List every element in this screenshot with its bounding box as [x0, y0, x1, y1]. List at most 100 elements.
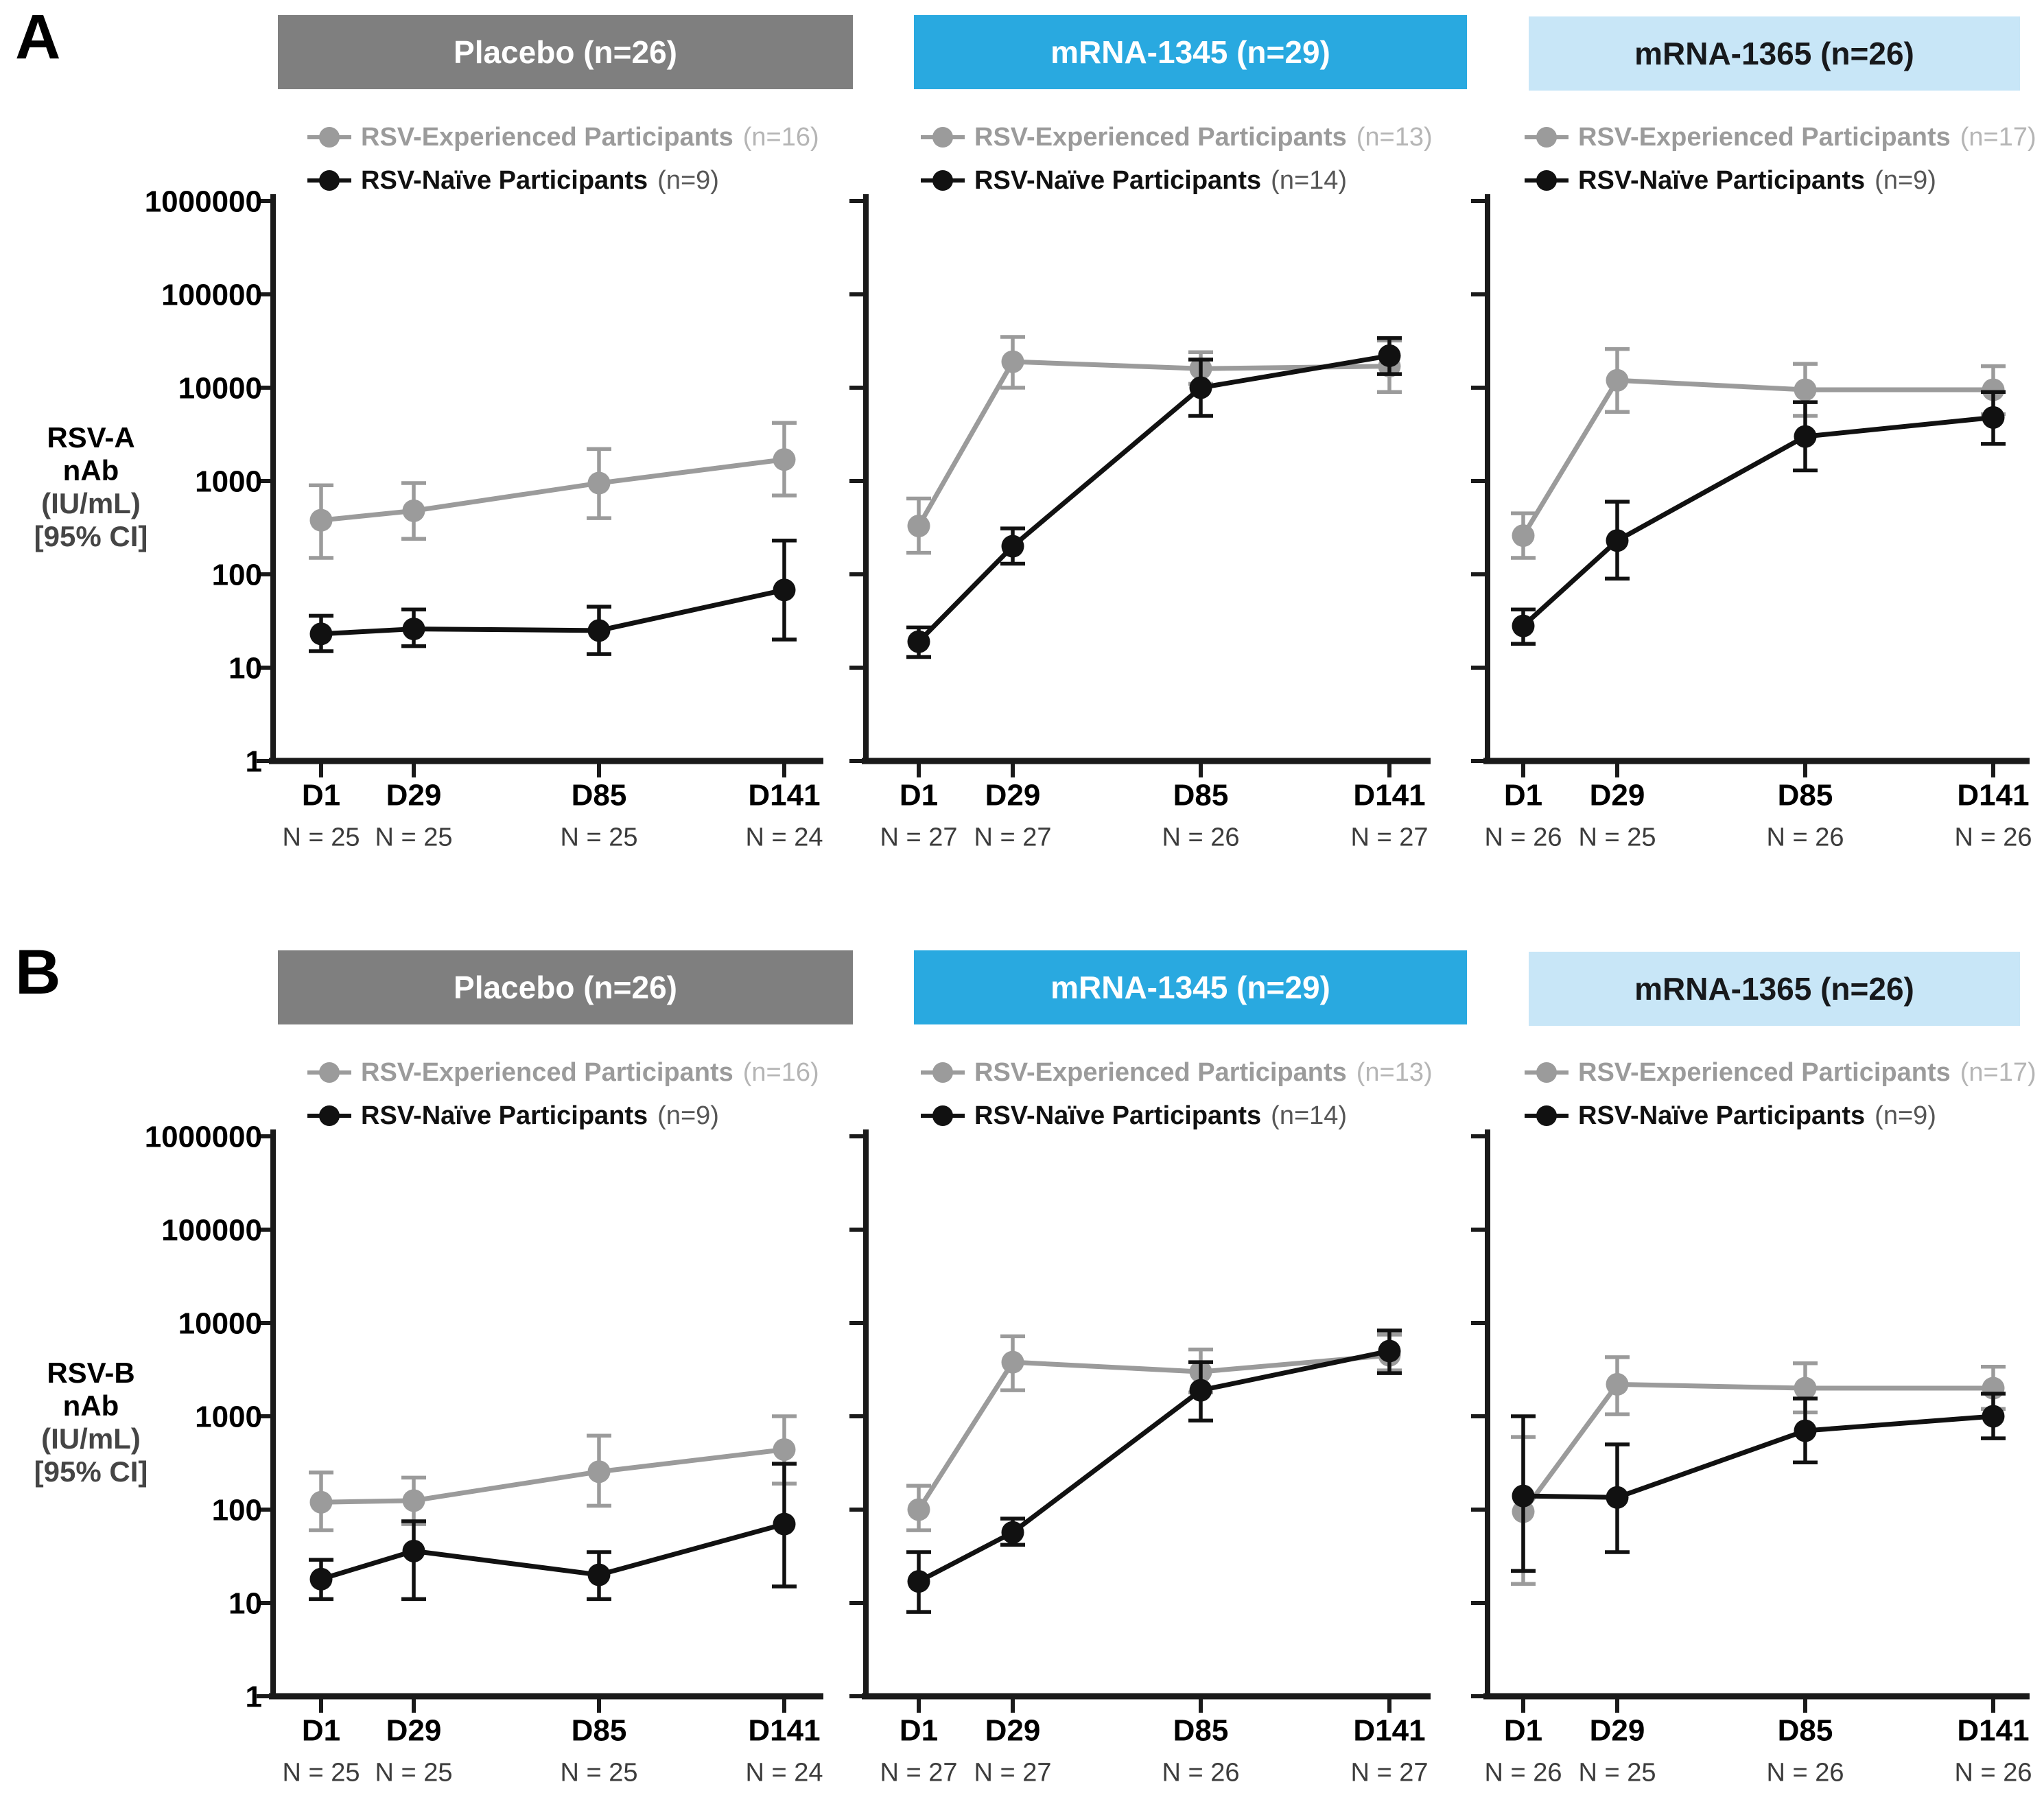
legend-item-naive: RSV-Naïve Participants (n=9)	[307, 1101, 719, 1131]
legend-item-naive: RSV-Naïve Participants (n=14)	[921, 165, 1347, 196]
x-tick-label: D141	[748, 778, 820, 812]
data-point-experienced	[1512, 524, 1535, 548]
data-point-experienced	[1606, 368, 1629, 392]
data-point-naive	[309, 1567, 333, 1591]
data-point-experienced	[587, 471, 611, 495]
x-tick-label: D141	[1957, 1713, 2029, 1747]
y-tick-label: 100000	[161, 1213, 262, 1247]
experienced-marker-icon	[921, 1062, 965, 1083]
legend-label: RSV-Experienced Participants	[361, 1057, 733, 1087]
data-point-naive	[1606, 1486, 1629, 1509]
legend-item-experienced: RSV-Experienced Participants (n=17)	[1525, 1057, 2036, 1088]
x-tick-label: D1	[302, 1713, 340, 1747]
axis-title-line: [95% CI]	[34, 1455, 148, 1488]
x-tick-label: D141	[1353, 778, 1425, 812]
n-label: N = 27	[974, 823, 1051, 852]
n-label: N = 27	[1350, 1758, 1428, 1787]
legend-count: (n=9)	[657, 1101, 719, 1130]
data-point-naive	[773, 1512, 796, 1536]
legend-label: RSV-Naïve Participants	[974, 1101, 1262, 1130]
n-label: N = 24	[745, 823, 823, 852]
data-point-experienced	[402, 499, 425, 522]
y-tick-label: 1000	[195, 465, 262, 498]
group-header-mrna1345: mRNA-1345 (n=29)	[914, 950, 1467, 1024]
x-tick-label: D85	[572, 1713, 627, 1747]
naive-marker-icon	[921, 1105, 965, 1127]
x-tick-label: D85	[1173, 778, 1229, 812]
data-point-naive	[1001, 535, 1024, 558]
y-tick-label: 10	[228, 651, 262, 685]
n-label: N = 25	[282, 823, 360, 852]
data-point-experienced	[1001, 350, 1024, 373]
n-label: N = 25	[1578, 1758, 1656, 1787]
group-header-placebo: Placebo (n=26)	[278, 15, 853, 89]
x-tick-label: D141	[1353, 1713, 1425, 1747]
n-label: N = 25	[1578, 823, 1656, 852]
n-label: N = 25	[375, 823, 452, 852]
group-header-placebo: Placebo (n=26)	[278, 950, 853, 1024]
x-tick-label: D29	[1590, 1713, 1645, 1747]
y-tick-label: 10	[228, 1586, 262, 1620]
n-label: N = 26	[1954, 1758, 2032, 1787]
n-label: N = 25	[560, 1758, 637, 1787]
legend-count: (n=14)	[1271, 1101, 1348, 1130]
legend-count: (n=16)	[742, 122, 819, 152]
series-line-naive	[1523, 1414, 1994, 1500]
data-point-naive	[1378, 344, 1401, 367]
axis-title-line: (IU/mL)	[41, 1422, 141, 1455]
series-line-experienced	[320, 457, 785, 523]
x-tick-label: D1	[1504, 778, 1542, 812]
data-point-naive	[773, 578, 796, 602]
y-tick-label: 10000	[178, 371, 262, 405]
legend-count: (n=13)	[1356, 1057, 1433, 1087]
data-point-naive	[1378, 1339, 1401, 1363]
legend-count: (n=17)	[1960, 122, 2036, 152]
y-axis-title: RSV-B nAb (IU/mL) [95% CI]	[10, 1357, 172, 1488]
series-line-experienced	[917, 1352, 1390, 1511]
y-tick-label: 100	[212, 1493, 262, 1527]
x-tick-label: D141	[748, 1713, 820, 1747]
naive-marker-icon	[1525, 1105, 1569, 1127]
legend-label: RSV-Naïve Participants	[1578, 165, 1866, 195]
x-tick-label: D29	[386, 1713, 442, 1747]
legend-item-naive: RSV-Naïve Participants (n=9)	[1525, 1101, 1936, 1131]
data-point-experienced	[402, 1489, 425, 1512]
n-label: N = 25	[560, 823, 637, 852]
legend-count: (n=14)	[1271, 165, 1348, 195]
series-line-experienced	[1521, 377, 1993, 537]
legend-item-experienced: RSV-Experienced Participants (n=17)	[1525, 122, 2036, 152]
data-point-naive	[1512, 614, 1535, 637]
n-label: N = 26	[1484, 823, 1562, 852]
legend-label: RSV-Naïve Participants	[1578, 1101, 1866, 1130]
naive-marker-icon	[307, 169, 351, 191]
legend-count: (n=9)	[1875, 1101, 1936, 1130]
y-tick-label: 100	[212, 558, 262, 591]
legend-item-naive: RSV-Naïve Participants (n=9)	[1525, 165, 1936, 196]
panel-label: B	[15, 937, 62, 1007]
axis-title-line: [95% CI]	[34, 520, 148, 552]
x-tick-label: D1	[900, 778, 938, 812]
experienced-marker-icon	[1525, 1062, 1569, 1083]
legend-label: RSV-Naïve Participants	[361, 165, 648, 195]
group-header-mrna1345: mRNA-1345 (n=29)	[914, 15, 1467, 89]
y-tick-label: 1000	[195, 1400, 262, 1433]
data-point-naive	[1794, 425, 1817, 448]
x-tick-label: D85	[1173, 1713, 1229, 1747]
n-label: N = 24	[745, 1758, 823, 1787]
series-line-naive	[917, 1348, 1390, 1584]
data-point-naive	[907, 1570, 930, 1593]
y-tick-label: 10000	[178, 1306, 262, 1340]
data-point-naive	[1189, 376, 1212, 399]
series-line-experienced	[1521, 1381, 1993, 1514]
x-tick-label: D1	[302, 778, 340, 812]
series-line-naive	[917, 353, 1390, 644]
n-label: N = 26	[1766, 1758, 1844, 1787]
naive-marker-icon	[921, 169, 965, 191]
legend-item-experienced: RSV-Experienced Participants (n=13)	[921, 1057, 1433, 1088]
legend-item-experienced: RSV-Experienced Participants (n=16)	[307, 122, 819, 152]
data-point-experienced	[1001, 1350, 1024, 1374]
x-tick-label: D29	[1590, 778, 1645, 812]
legend-label: RSV-Naïve Participants	[974, 165, 1262, 195]
